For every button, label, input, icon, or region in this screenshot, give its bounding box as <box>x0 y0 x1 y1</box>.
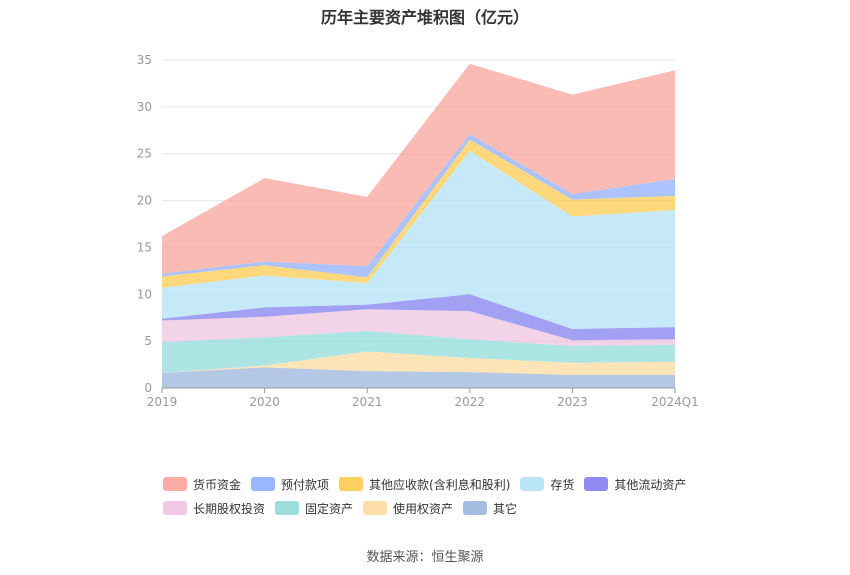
area-series-1 <box>162 367 675 388</box>
legend-item[interactable]: 使用权资产 <box>363 496 453 520</box>
legend-swatch <box>463 501 488 515</box>
x-tick-label: 2020 <box>249 395 280 409</box>
legend: 货币资金 预付款项 其他应收款(含利息和股利) 存货 其他流动资产 长期股权投资 固定资产… <box>163 472 723 520</box>
legend-row-2: 长期股权投资 固定资产 使用权资产 其它 <box>163 496 723 520</box>
area-series <box>162 63 675 388</box>
legend-item[interactable]: 存货 <box>520 472 574 496</box>
legend-item[interactable]: 固定资产 <box>275 496 353 520</box>
area-series-7 <box>162 139 675 288</box>
x-tick-label: 2022 <box>455 395 486 409</box>
legend-swatch <box>251 477 276 491</box>
y-tick-label: 35 <box>137 53 152 67</box>
area-series-5 <box>162 294 675 341</box>
x-tick-label: 2023 <box>557 395 588 409</box>
y-tick-label: 5 <box>144 334 152 348</box>
legend-row-1: 货币资金 预付款项 其他应收款(含利息和股利) 存货 其他流动资产 <box>163 472 723 496</box>
legend-item[interactable]: 其它 <box>463 496 517 520</box>
y-tick-label: 15 <box>137 240 152 254</box>
legend-swatch <box>520 477 545 491</box>
legend-swatch <box>339 477 364 491</box>
legend-swatch <box>163 477 187 491</box>
y-tick-label: 25 <box>137 147 152 161</box>
legend-label: 预付款项 <box>281 477 330 492</box>
y-tick-label: 0 <box>144 381 152 395</box>
legend-label: 货币资金 <box>193 477 242 492</box>
area-series-8 <box>162 134 675 278</box>
legend-label: 存货 <box>550 477 575 492</box>
area-series-9 <box>162 63 675 274</box>
legend-item[interactable]: 长期股权投资 <box>163 496 265 520</box>
legend-item[interactable]: 预付款项 <box>251 472 329 496</box>
legend-swatch <box>584 477 609 491</box>
legend-label: 长期股权投资 <box>193 501 266 516</box>
area-series-6 <box>162 150 675 329</box>
legend-label: 其它 <box>493 501 518 516</box>
x-tick-label: 2024Q1 <box>651 395 699 409</box>
legend-label: 其他应收款(含利息和股利) <box>369 477 511 492</box>
area-series-2 <box>162 351 675 375</box>
legend-swatch <box>275 501 300 515</box>
x-tick-label: 2021 <box>352 395 383 409</box>
area-series-4 <box>162 309 675 346</box>
area-series-3 <box>162 330 675 374</box>
y-tick-label: 20 <box>137 194 152 208</box>
legend-label: 固定资产 <box>305 501 354 516</box>
y-tick-label: 10 <box>137 287 152 301</box>
legend-item[interactable]: 其他应收款(含利息和股利) <box>339 472 510 496</box>
chart-title: 历年主要资产堆积图（亿元） <box>320 8 529 27</box>
source-note: 数据来源：恒生聚源 <box>366 550 484 565</box>
legend-item[interactable]: 其他流动资产 <box>584 472 686 496</box>
legend-swatch <box>163 501 187 515</box>
legend-label: 使用权资产 <box>393 501 454 516</box>
y-tick-label: 30 <box>137 100 152 114</box>
legend-swatch <box>363 501 388 515</box>
axes: 0 5 10 15 20 25 30 35 2019 2020 2021 2022 2023 2024Q1 <box>137 53 699 409</box>
legend-label: 其他流动资产 <box>614 477 687 492</box>
legend-item[interactable]: 货币资金 <box>163 472 241 496</box>
x-tick-label: 2019 <box>147 395 178 409</box>
